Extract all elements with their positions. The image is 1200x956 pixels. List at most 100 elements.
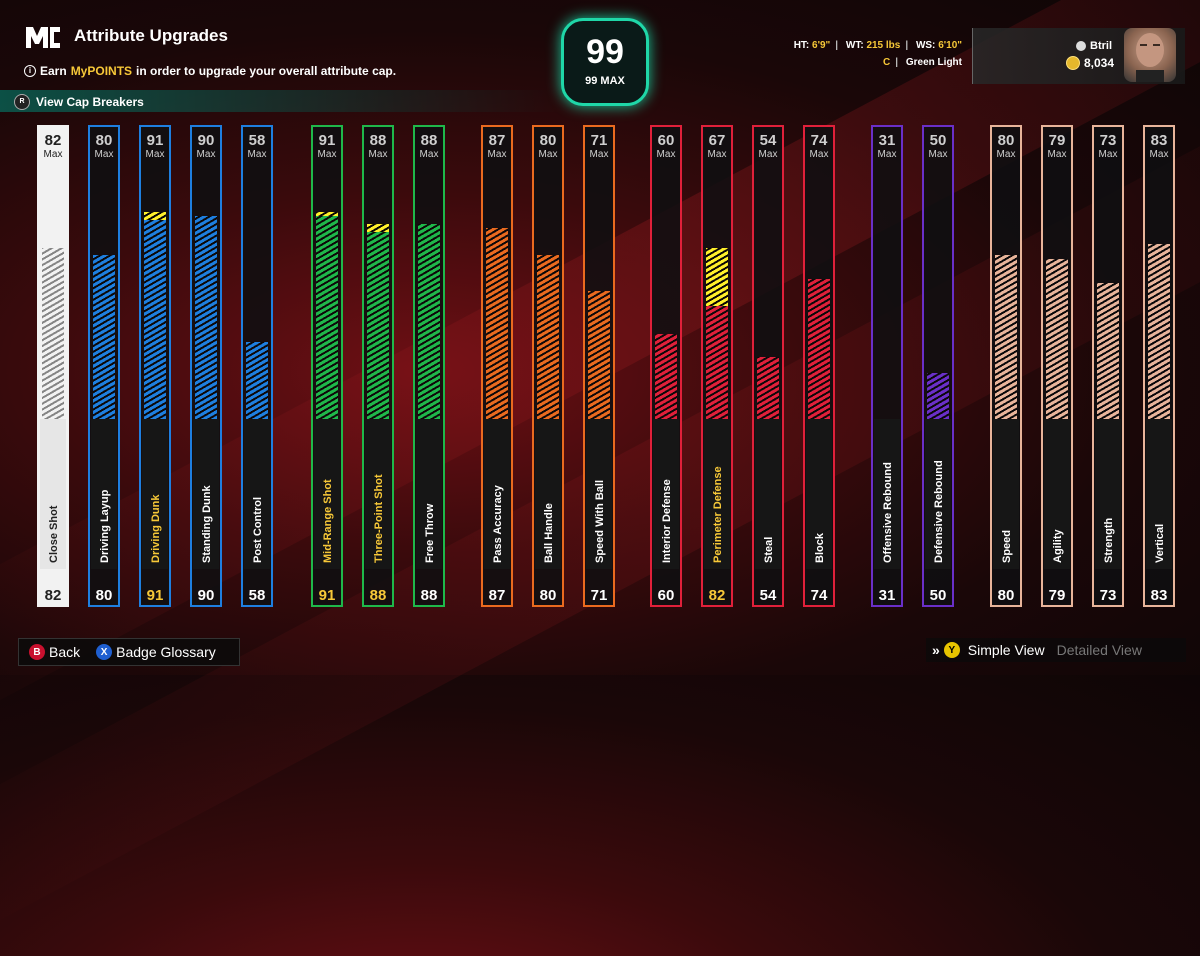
attribute-value: 79 [1048,587,1066,604]
attribute-bar[interactable]: 87 Max Pass Accuracy 87 [481,125,513,607]
attribute-max-label: Max [928,149,948,160]
attribute-bar[interactable]: 91 Max Driving Dunk 91 [139,125,171,607]
footer-actions: B Back X Badge Glossary [18,638,240,666]
attribute-max-label: Max [419,149,439,160]
attribute-label: Free Throw [416,419,442,569]
attribute-value: 58 [248,587,266,604]
attribute-name: Speed [1001,529,1013,563]
xbox-icon [1076,41,1086,51]
attribute-value: 60 [657,587,675,604]
attribute-value: 80 [539,587,557,604]
attribute-bar[interactable]: 54 Max Steal 54 [752,125,784,607]
attribute-bar[interactable]: 58 Max Post Control 58 [241,125,273,607]
attribute-cap: 87 Max [481,133,513,161]
attribute-bar[interactable]: 83 Max Vertical 83 [1143,125,1175,607]
badge-glossary-button[interactable]: X Badge Glossary [96,644,216,660]
attribute-cap: 88 Max [413,133,445,161]
attribute-cap-value: 60 [657,132,675,149]
attribute-bar[interactable]: 88 Max Three-Point Shot 88 [362,125,394,607]
attribute-label: Steal [755,419,781,569]
attribute-cap-value: 31 [878,132,896,149]
player-stats: HT: 6'9" | WT: 215 lbs | WS: 6'10" C | Gree… [793,40,962,68]
attribute-cap-value: 58 [248,132,266,149]
attribute-name: Perimeter Defense [712,466,724,563]
attribute-max-label: Max [996,149,1016,160]
attribute-cap-value: 50 [929,132,947,149]
simple-view-toggle[interactable]: Simple View [967,642,1045,658]
attribute-name: Mid-Range Shot [322,479,334,563]
attribute-max-label: Max [247,149,267,160]
attribute-label: Speed [993,419,1019,569]
attribute-name: Offensive Rebound [882,462,894,563]
attribute-cap: 80 Max [88,133,120,161]
attribute-cap: 58 Max [241,133,273,161]
attribute-value: 31 [878,587,896,604]
view-toggle: » Y Simple View Detailed View [926,638,1186,662]
attribute-max-label: Max [317,149,337,160]
view-cap-breakers-button[interactable]: R View Cap Breakers [14,94,144,110]
attribute-bar[interactable]: 80 Max Ball Handle 80 [532,125,564,607]
attribute-cap-value: 54 [759,132,777,149]
attribute-name: Driving Layup [99,489,111,563]
mypoints-highlight: MyPOINTS [70,64,133,78]
attribute-cap-value: 79 [1048,132,1066,149]
attribute-bar[interactable]: 90 Max Standing Dunk 90 [190,125,222,607]
attribute-name: Standing Dunk [201,485,213,563]
attribute-bar[interactable]: 91 Max Mid-Range Shot 91 [311,125,343,607]
cap-breakers-bar [0,90,560,112]
attribute-cap: 31 Max [871,133,903,161]
b-button-icon: B [29,644,45,660]
attribute-max-label: Max [1047,149,1067,160]
attribute-value: 74 [810,587,828,604]
attribute-value: 90 [197,587,215,604]
attribute-cap-value: 67 [708,132,726,149]
attribute-cap-value: 71 [590,132,608,149]
attribute-name: Agility [1052,529,1064,563]
weight-value: 215 lbs [866,40,901,51]
attribute-label: Mid-Range Shot [314,419,340,569]
avatar [1124,28,1176,82]
attribute-bar[interactable]: 79 Max Agility 79 [1041,125,1073,607]
attribute-value: 82 [708,587,726,604]
attribute-cap-value: 88 [420,132,438,149]
attribute-bar[interactable]: 80 Max Driving Layup 80 [88,125,120,607]
attribute-max-label: Max [43,149,63,160]
attribute-cap: 82 Max [37,133,69,161]
attribute-label: Post Control [244,419,270,569]
attribute-name: Ball Handle [543,503,555,563]
attribute-max-label: Max [94,149,114,160]
attribute-bar[interactable]: 31 Max Offensive Rebound 31 [871,125,903,607]
attribute-bar[interactable]: 74 Max Block 74 [803,125,835,607]
attribute-cap: 80 Max [532,133,564,161]
overall-max: 99 MAX [585,75,625,87]
attribute-name: Strength [1103,517,1115,563]
attribute-bar[interactable]: 82 Max Close Shot 82 [37,125,69,607]
attribute-bar[interactable]: 67 Max Perimeter Defense 82 [701,125,733,607]
attribute-bar[interactable]: 71 Max Speed With Ball 71 [583,125,615,607]
detailed-view-toggle[interactable]: Detailed View [1056,642,1142,658]
attribute-label: Three-Point Shot [365,419,391,569]
attribute-cap-value: 83 [1150,132,1168,149]
attribute-label: Defensive Rebound [925,419,951,569]
attribute-cap: 54 Max [752,133,784,161]
attribute-max-label: Max [707,149,727,160]
attribute-value: 88 [369,587,387,604]
back-button[interactable]: B Back [29,644,80,660]
attribute-max-label: Max [487,149,507,160]
vc-coin-icon [1066,56,1080,70]
attribute-cap-value: 90 [197,132,215,149]
attribute-name: Vertical [1154,523,1166,563]
player-name: Btril [1076,40,1112,52]
attribute-bar[interactable]: 60 Max Interior Defense 60 [650,125,682,607]
attribute-bar[interactable]: 73 Max Strength 73 [1092,125,1124,607]
attribute-bar[interactable]: 80 Max Speed 80 [990,125,1022,607]
attribute-cap: 74 Max [803,133,835,161]
attribute-bar[interactable]: 88 Max Free Throw 88 [413,125,445,607]
overall-value: 99 [586,33,624,71]
attribute-cap-value: 80 [95,132,113,149]
attribute-value: 80 [95,587,113,604]
attribute-bar[interactable]: 50 Max Defensive Rebound 50 [922,125,954,607]
attribute-value: 91 [146,587,164,604]
attribute-max-label: Max [809,149,829,160]
attribute-cap-value: 88 [369,132,387,149]
